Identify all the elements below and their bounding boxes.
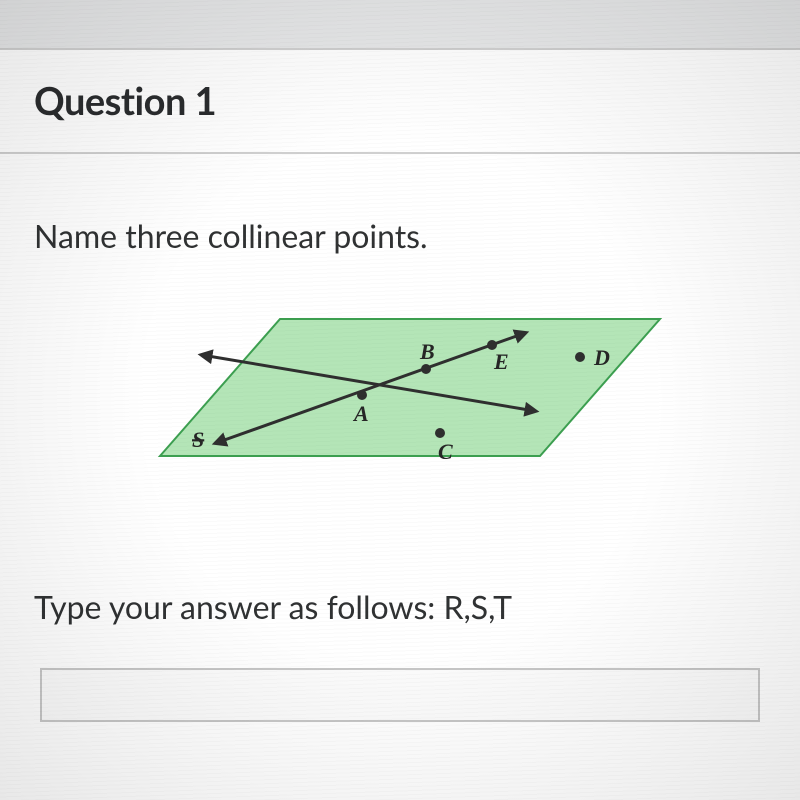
svg-text:B: B	[419, 339, 435, 364]
diagram-container: A B E C D S	[34, 291, 766, 491]
top-strip	[0, 0, 800, 48]
question-prompt: Name three collinear points.	[34, 216, 766, 255]
question-header: Question 1	[0, 48, 800, 154]
geometry-diagram: A B E C D S	[130, 291, 670, 491]
question-title: Question 1	[34, 78, 766, 124]
svg-text:C: C	[438, 439, 453, 464]
question-content: Name three collinear points. A B E C D S Type…	[0, 154, 800, 756]
svg-text:D: D	[593, 345, 610, 370]
answer-input[interactable]	[40, 668, 760, 722]
svg-text:E: E	[493, 349, 509, 374]
answer-instruction: Type your answer as follows: R,S,T	[34, 587, 766, 626]
svg-text:S: S	[192, 427, 204, 452]
svg-text:A: A	[352, 401, 369, 426]
